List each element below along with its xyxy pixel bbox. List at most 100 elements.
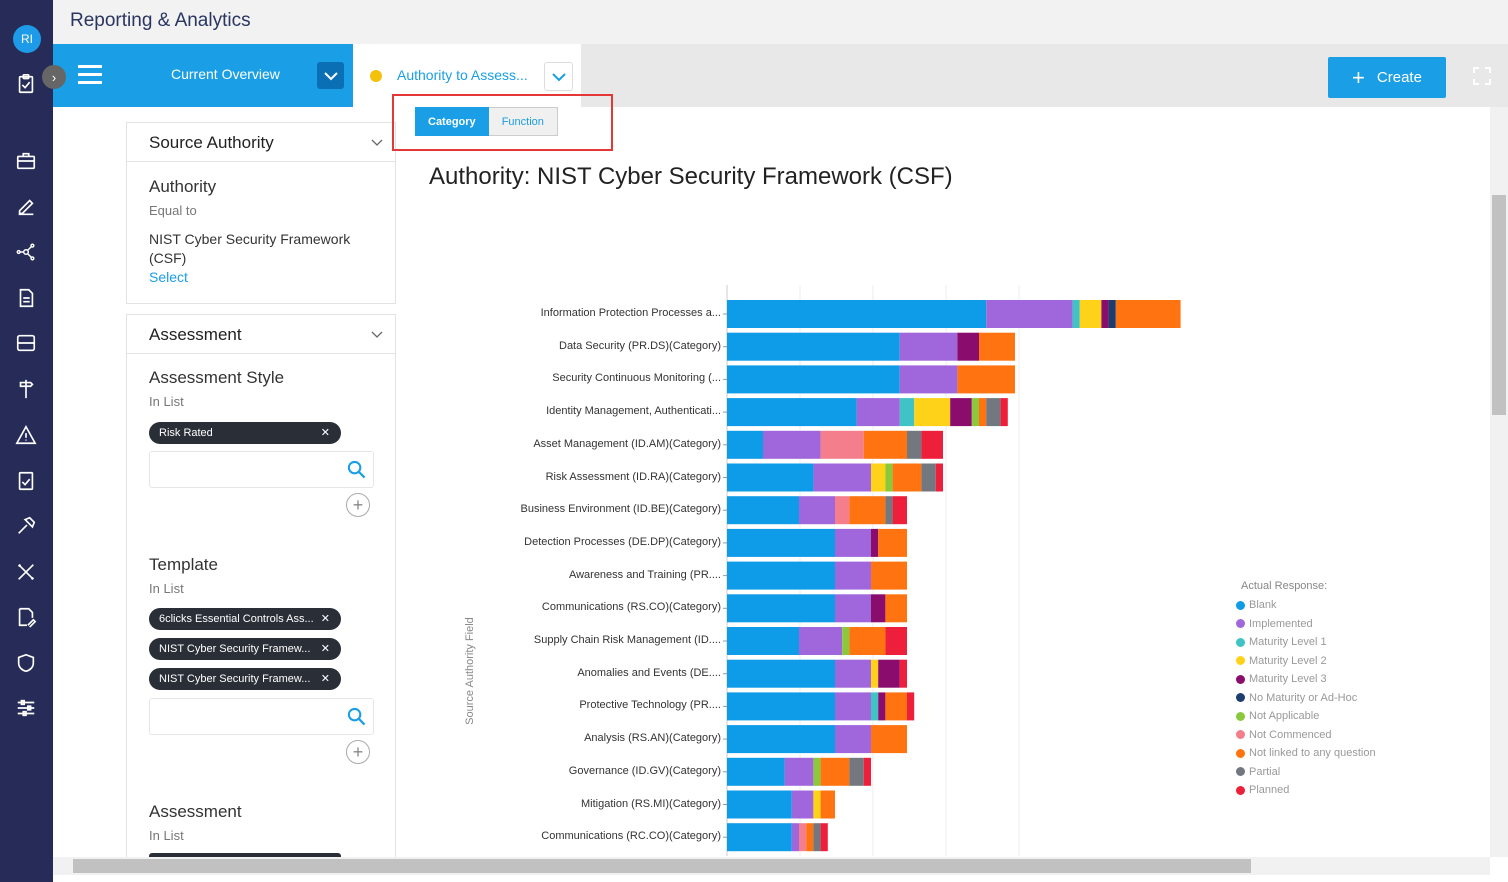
bar-segment[interactable] — [727, 757, 785, 786]
inbox-icon[interactable] — [15, 332, 39, 356]
bar-segment[interactable] — [727, 627, 799, 655]
clipboard-check-icon[interactable] — [15, 73, 39, 97]
bar-segment[interactable] — [727, 463, 814, 492]
bar-segment[interactable] — [727, 659, 835, 688]
bar-segment[interactable] — [835, 692, 871, 721]
bar-segment[interactable] — [799, 496, 835, 525]
bar-segment[interactable] — [727, 561, 835, 590]
bar-segment[interactable] — [849, 496, 886, 525]
bar-segment[interactable] — [727, 725, 835, 754]
legend-item[interactable]: Maturity Level 3 — [1236, 670, 1376, 689]
bar-segment[interactable] — [727, 300, 987, 328]
tab-authority-to-assess[interactable]: Authority to Assess... — [353, 44, 581, 107]
user-avatar[interactable]: RI — [13, 25, 41, 53]
sliders-icon[interactable] — [15, 697, 39, 721]
report-edit-icon[interactable] — [15, 606, 39, 630]
bar-segment[interactable] — [1108, 300, 1116, 328]
bar-segment[interactable] — [856, 398, 900, 427]
close-icon[interactable]: ✕ — [320, 613, 330, 625]
bar-segment[interactable] — [727, 365, 900, 394]
legend-item[interactable]: No Maturity or Ad-Hoc — [1236, 689, 1376, 708]
bar-segment[interactable] — [979, 332, 1015, 361]
bar-segment[interactable] — [820, 757, 850, 786]
search-input[interactable] — [149, 451, 374, 488]
legend-item[interactable]: Not linked to any question — [1236, 744, 1376, 763]
bar-segment[interactable] — [871, 725, 907, 754]
horizontal-scroll-thumb[interactable] — [73, 859, 1251, 873]
bar-segment[interactable] — [871, 528, 879, 557]
add-icon[interactable]: + — [346, 493, 370, 517]
checklist-icon[interactable] — [15, 470, 39, 494]
add-icon[interactable]: + — [346, 740, 370, 764]
tab-current-overview[interactable]: Current Overview — [53, 44, 353, 107]
bar-segment[interactable] — [799, 823, 807, 852]
create-button[interactable]: + Create — [1328, 57, 1446, 98]
bar-segment[interactable] — [820, 790, 835, 819]
bar-segment[interactable] — [957, 332, 979, 361]
bar-segment[interactable] — [813, 463, 871, 492]
filter-chip[interactable]: NIST Cyber Security Framew... ✕ — [149, 638, 341, 660]
tools-icon[interactable] — [15, 561, 39, 585]
warning-icon[interactable] — [15, 424, 39, 448]
bar-segment[interactable] — [835, 659, 871, 688]
bar-segment[interactable] — [885, 627, 907, 655]
bar-segment[interactable] — [1072, 300, 1080, 328]
bar-segment[interactable] — [871, 594, 886, 623]
close-icon[interactable]: ✕ — [320, 643, 330, 655]
panel-header[interactable]: Source Authority — [127, 123, 395, 162]
bar-segment[interactable] — [727, 528, 835, 557]
bar-segment[interactable] — [849, 627, 886, 655]
bar-segment[interactable] — [986, 398, 1001, 427]
close-icon[interactable]: ✕ — [320, 673, 330, 685]
bar-segment[interactable] — [907, 692, 915, 721]
bar-segment[interactable] — [921, 430, 943, 459]
filter-chip[interactable]: 6clicks Essential Controls Ass... ✕ — [149, 608, 341, 630]
bar-segment[interactable] — [871, 463, 886, 492]
bar-segment[interactable] — [899, 365, 958, 394]
legend-item[interactable]: Blank — [1236, 596, 1376, 615]
document-icon[interactable] — [15, 287, 39, 311]
bar-segment[interactable] — [842, 627, 850, 655]
bar-segment[interactable] — [849, 757, 864, 786]
search-icon[interactable] — [347, 707, 366, 726]
bar-segment[interactable] — [835, 561, 871, 590]
bar-segment[interactable] — [813, 790, 821, 819]
bar-segment[interactable] — [727, 430, 763, 459]
bar-segment[interactable] — [957, 365, 1015, 394]
search-input[interactable] — [149, 698, 374, 735]
search-icon[interactable] — [347, 460, 366, 479]
bar-segment[interactable] — [971, 398, 979, 427]
bar-segment[interactable] — [727, 332, 900, 361]
bar-segment[interactable] — [727, 790, 792, 819]
bar-segment[interactable] — [871, 659, 879, 688]
bar-segment[interactable] — [1000, 398, 1008, 427]
collapse-chevron-icon[interactable]: › — [42, 65, 66, 89]
close-icon[interactable]: ✕ — [320, 427, 330, 439]
signpost-icon[interactable] — [15, 378, 39, 402]
bar-segment[interactable] — [863, 430, 907, 459]
legend-item[interactable]: Partial — [1236, 763, 1376, 782]
bar-segment[interactable] — [835, 725, 871, 754]
bar-segment[interactable] — [835, 594, 871, 623]
bar-segment[interactable] — [986, 300, 1073, 328]
bar-segment[interactable] — [979, 398, 987, 427]
bar-segment[interactable] — [727, 594, 835, 623]
bar-segment[interactable] — [835, 528, 871, 557]
filter-chip[interactable] — [149, 853, 341, 857]
vertical-scroll-thumb[interactable] — [1492, 195, 1506, 415]
chevron-down-icon[interactable] — [544, 62, 573, 91]
hammer-icon[interactable] — [15, 515, 39, 539]
legend-item[interactable]: Not Applicable — [1236, 707, 1376, 726]
bar-segment[interactable] — [1079, 300, 1102, 328]
category-toggle-button[interactable]: Category — [415, 107, 489, 136]
bar-segment[interactable] — [791, 790, 814, 819]
legend-item[interactable]: Not Commenced — [1236, 726, 1376, 745]
function-toggle-button[interactable]: Function — [488, 107, 558, 136]
bar-segment[interactable] — [799, 627, 843, 655]
bar-segment[interactable] — [871, 692, 879, 721]
chevron-down-icon[interactable] — [371, 136, 383, 148]
chevron-down-icon[interactable] — [317, 62, 344, 89]
legend-item[interactable]: Maturity Level 1 — [1236, 633, 1376, 652]
bar-segment[interactable] — [892, 496, 907, 525]
bar-segment[interactable] — [885, 463, 893, 492]
